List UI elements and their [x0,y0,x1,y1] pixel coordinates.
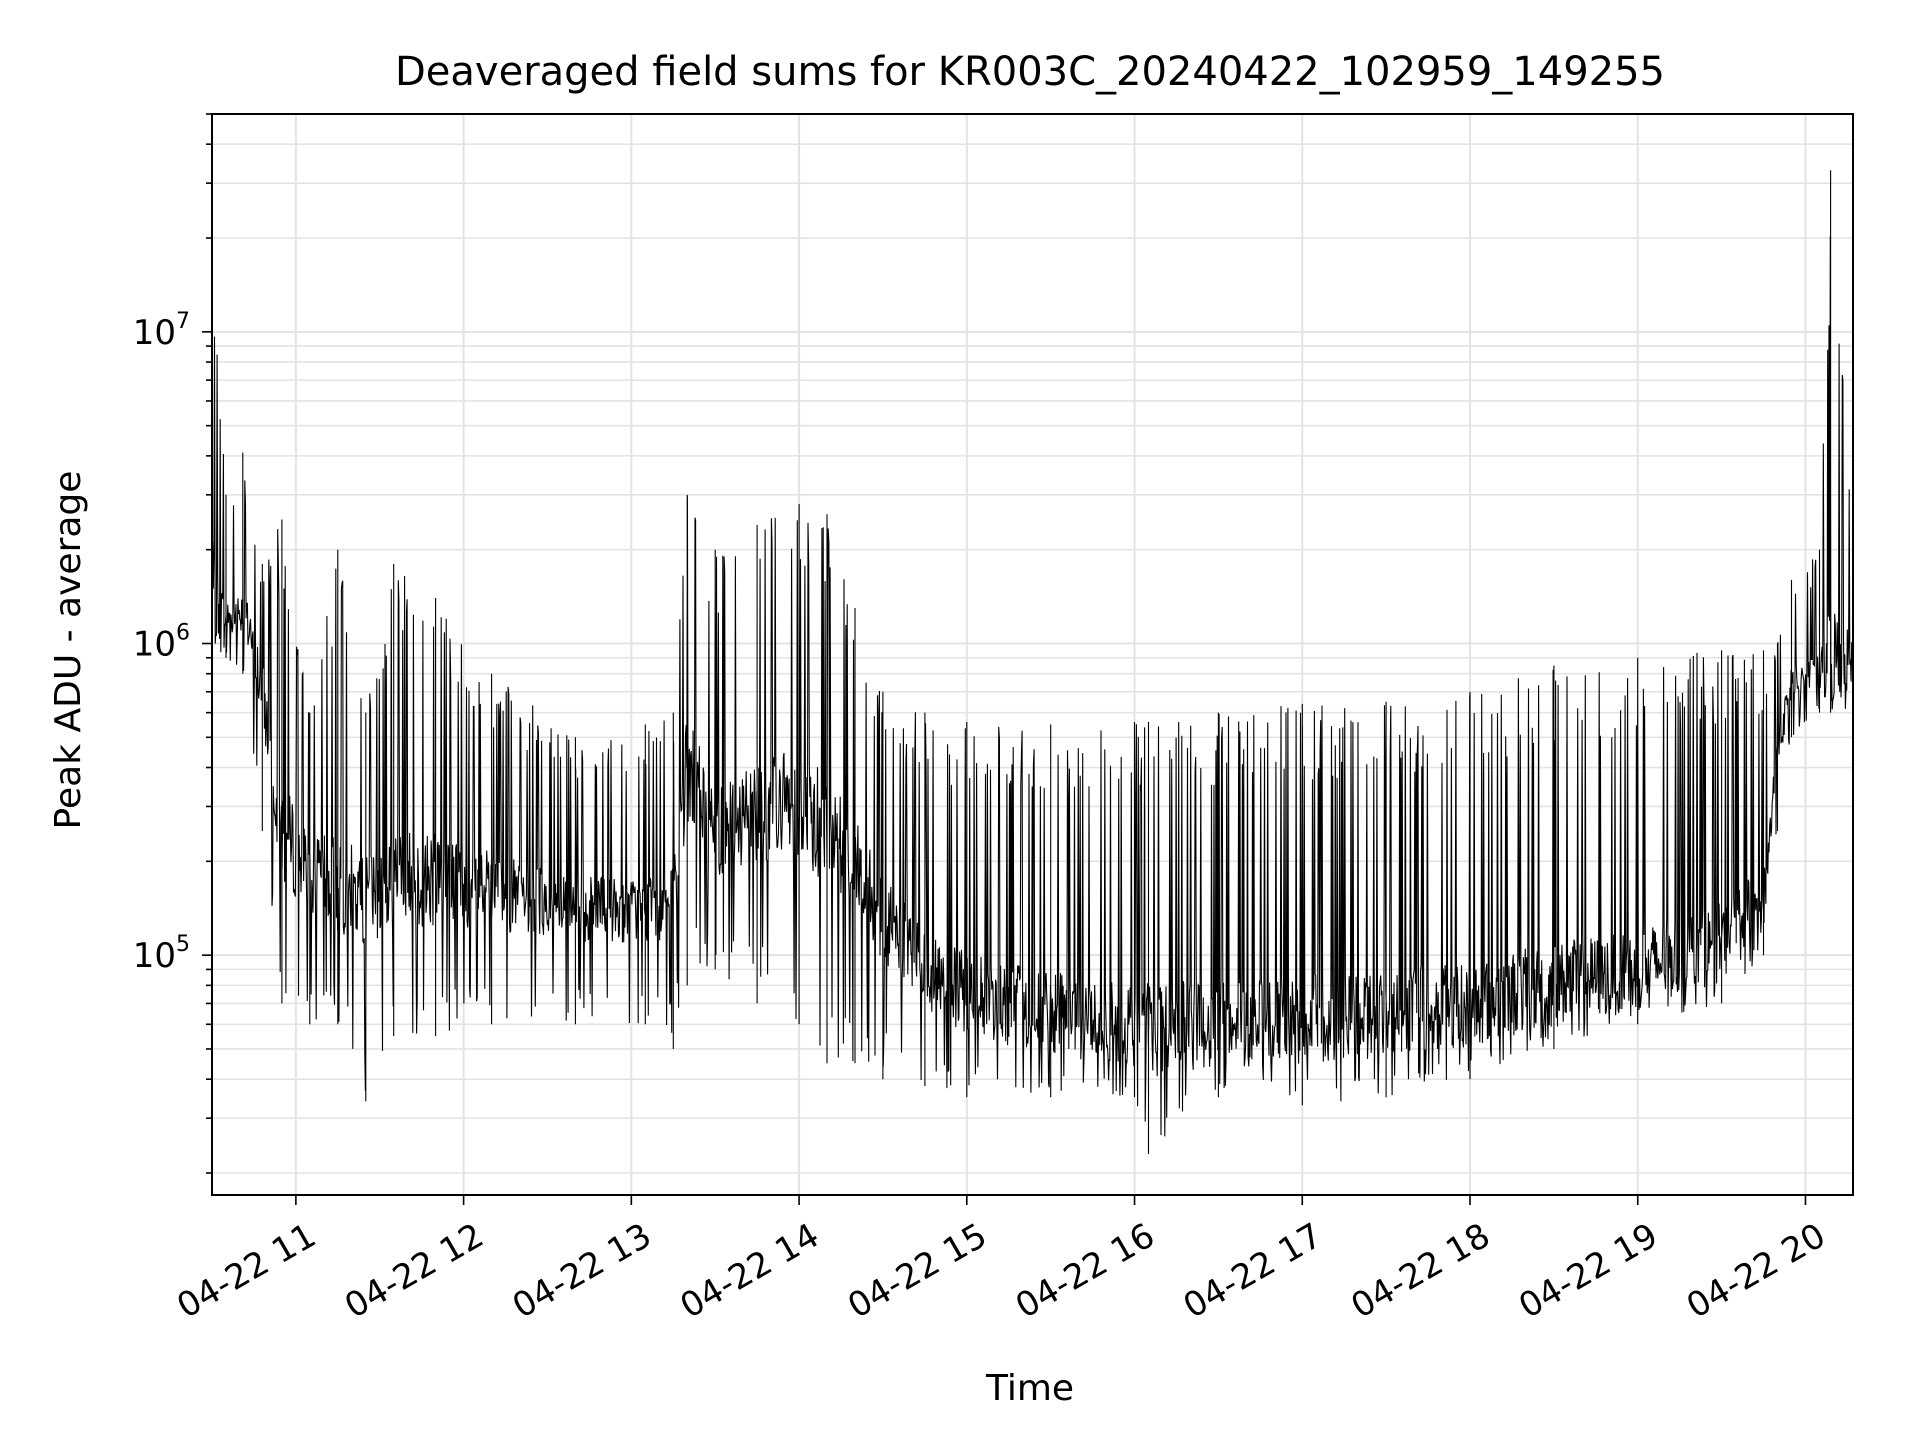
y-tick-label: 106 [133,621,190,665]
y-tick-label: 105 [133,932,190,976]
y-axis-label: Peak ADU - average [48,471,89,830]
plot-frame [211,113,1854,1196]
chart-title: Deaveraged field sums for KR003C_2024042… [395,49,1665,95]
x-axis-label: Time [985,1368,1074,1409]
data-series [212,170,1853,1155]
series-line [212,170,1853,1155]
y-tick-label: 107 [133,309,190,353]
